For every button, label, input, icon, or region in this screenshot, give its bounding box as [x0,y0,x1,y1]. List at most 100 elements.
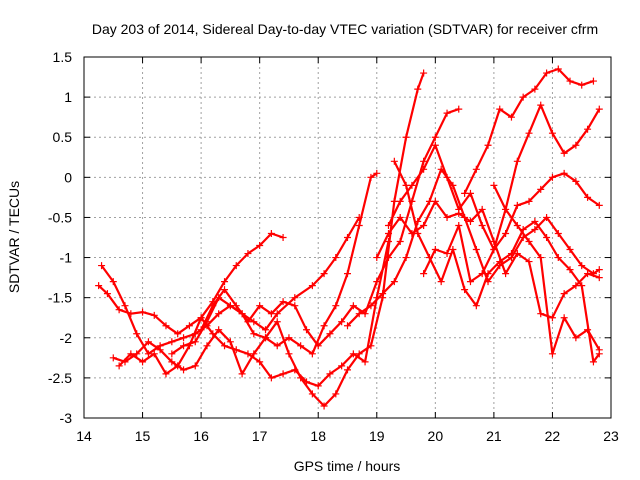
series-line [112,172,378,375]
data-point-plus [314,342,322,350]
data-point-plus [548,350,556,358]
series-track-1 [95,229,287,338]
data-point-plus [244,250,252,258]
data-point-plus [320,402,328,410]
series-track-7 [344,165,603,330]
data-point-plus [543,234,551,241]
data-point-plus [367,342,375,350]
x-tick-label: 19 [369,428,385,444]
data-point-plus [103,290,111,298]
data-point-plus [174,330,182,338]
data-point-plus [244,318,252,326]
data-point-plus [595,274,603,282]
data-point-plus [115,306,123,314]
data-point-plus [455,105,463,113]
data-point-plus [566,246,574,254]
data-point-plus [502,270,510,278]
data-point-plus [543,69,551,77]
x-tick-label: 17 [252,428,268,444]
series-track-3 [109,169,381,378]
data-point-plus [554,65,562,73]
data-point-plus [308,282,316,290]
data-point-plus [291,294,299,302]
x-tick-label: 14 [76,428,92,444]
series-track-11 [461,65,597,197]
y-tick-label: -2 [60,330,73,346]
data-point-plus [513,157,521,165]
series-line [492,184,601,355]
data-point-plus [461,189,469,197]
data-point-plus [297,374,305,382]
data-point-plus [572,334,580,342]
data-point-plus [279,234,287,241]
series-line [100,216,361,355]
data-point-plus [455,205,463,213]
x-tick-label: 20 [428,428,444,444]
x-tick-label: 22 [545,428,561,444]
data-point-plus [338,362,346,370]
data-point-plus [525,258,533,266]
data-point-plus [560,290,568,298]
data-point-plus [95,282,103,290]
data-point-plus [566,77,574,85]
x-tick-label: 15 [135,428,151,444]
y-tick-label: -3 [60,410,73,426]
data-point-plus [203,342,211,350]
data-point-plus [285,350,293,358]
data-point-plus [496,105,504,113]
data-point-plus [466,278,474,286]
data-point-plus [402,254,410,262]
data-point-plus [338,318,346,326]
data-point-plus [139,308,147,316]
data-point-plus [355,221,363,229]
data-point-plus [215,326,223,334]
data-point-plus [566,266,574,274]
data-point-plus [326,330,334,338]
data-point-plus [238,370,246,378]
data-point-plus [133,330,141,338]
data-point-plus [537,310,545,318]
x-tick-label: 18 [310,428,326,444]
data-point-plus [344,234,351,241]
data-point-plus [402,181,410,189]
data-point-plus [466,217,474,225]
data-point-plus [560,169,568,177]
axis-ticks: 14 15 16 17 18 19 20 21 22 23 -3 -2.5 -2 -1.5 -1 -0.5 0 0… [48,49,619,444]
data-point-plus [425,197,433,205]
data-point-plus [326,370,334,378]
data-point-plus [589,77,597,85]
data-point-plus [232,346,240,354]
data-point-plus [507,113,515,121]
data-point-plus [303,326,311,334]
x-axis-label: GPS time / hours [294,458,401,474]
data-point-plus [431,133,439,141]
series-line [97,232,284,335]
data-point-plus [121,302,129,310]
data-point-plus [466,189,474,197]
data-point-plus [390,157,398,165]
data-point-plus [384,254,392,262]
data-point-plus [525,238,533,246]
data-point-plus [402,133,410,141]
data-point-plus [455,221,463,229]
data-point-plus [221,342,229,350]
data-point-plus [349,350,357,358]
data-point-plus [396,213,404,221]
data-point-plus [390,197,398,205]
data-point-plus [267,229,275,237]
data-point-plus [578,282,586,290]
data-point-plus [472,246,480,254]
data-point-plus [484,270,492,278]
data-point-plus [472,302,480,310]
data-point-plus [420,69,428,77]
y-tick-label: -2.5 [48,370,72,386]
data-point-plus [156,346,164,354]
chart-title: Day 203 of 2014, Sidereal Day-to-day VTE… [92,21,598,37]
x-tick-label: 23 [603,428,619,444]
data-point-plus [584,270,592,278]
data-point-plus [256,358,264,366]
data-point-plus [472,165,480,173]
data-point-plus [361,310,369,318]
data-point-plus [373,254,381,262]
data-point-plus [572,141,580,149]
